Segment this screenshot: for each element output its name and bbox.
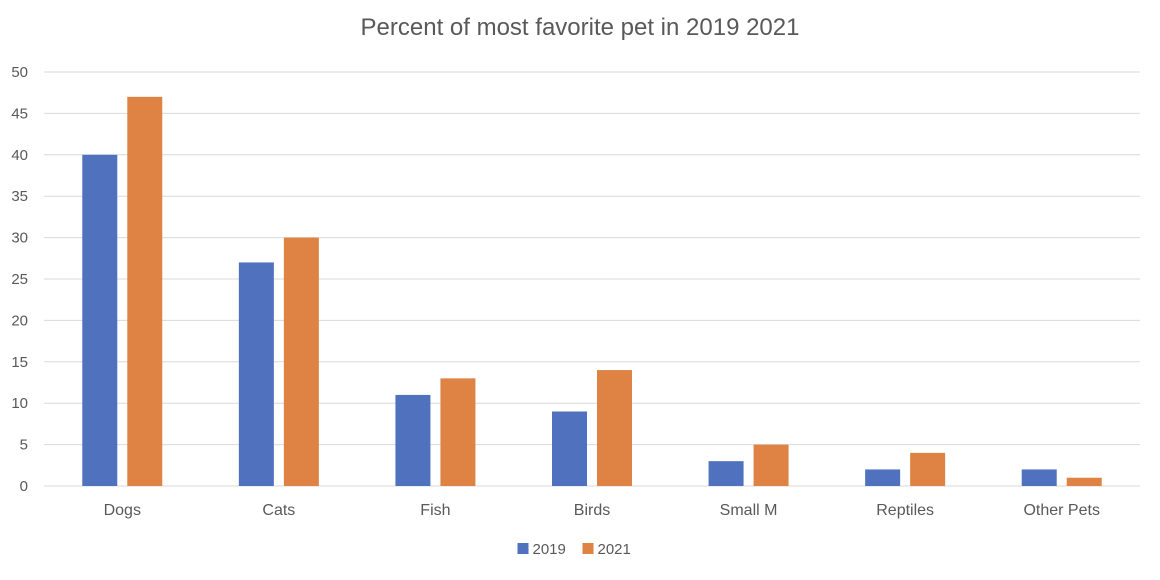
bar-2019-other-pets [1021,469,1057,486]
bar-2021-small-m [753,444,789,486]
bars [82,96,1102,487]
legend-swatch [582,543,594,554]
y-tick-label: 15 [11,354,28,371]
bar-2019-small-m [708,461,744,486]
gridlines [44,71,1140,487]
y-tick-label: 0 [20,478,28,495]
bar-2019-reptiles [865,469,901,486]
y-tick-label: 40 [11,147,28,164]
x-tick-label: Other Pets [1023,502,1099,519]
y-tick-label: 35 [11,188,28,205]
y-tick-label: 30 [11,230,28,247]
x-tick-label: Small M [720,502,778,519]
bar-2021-other-pets [1066,477,1102,486]
bar-2019-fish [395,394,431,486]
x-tick-label: Dogs [104,502,141,519]
y-tick-label: 50 [11,64,28,81]
y-tick-label: 5 [20,437,28,454]
x-tick-label: Reptiles [876,502,934,519]
legend-label: 2019 [533,541,566,558]
legend: 2019 2021 [517,541,631,558]
legend-label: 2021 [598,541,631,558]
bar-2019-dogs [82,154,118,487]
y-tick-label: 25 [11,271,28,288]
x-tick-label: Fish [420,502,450,519]
x-tick-label: Cats [262,502,295,519]
y-tick-label: 20 [11,312,28,329]
y-tick-label: 10 [11,395,28,412]
chart-title: Percent of most favorite pet in 2019 202… [360,14,800,41]
bar-2021-fish [440,378,476,486]
bar-2021-dogs [127,96,163,486]
bar-2021-birds [597,370,632,486]
y-tick-label: 45 [11,105,28,122]
bar-2019-cats [238,262,274,486]
y-axis-ticks: 0 5 10 15 20 25 30 35 40 45 50 [11,64,28,495]
bar-2019-birds [552,411,587,486]
x-tick-label: Birds [574,502,610,519]
bar-2021-reptiles [910,452,946,486]
legend-swatch [517,543,529,554]
bar-2021-cats [283,237,319,486]
x-axis-ticks: Dogs Cats Fish Birds Small M Reptiles Other Pe… [104,502,1100,519]
